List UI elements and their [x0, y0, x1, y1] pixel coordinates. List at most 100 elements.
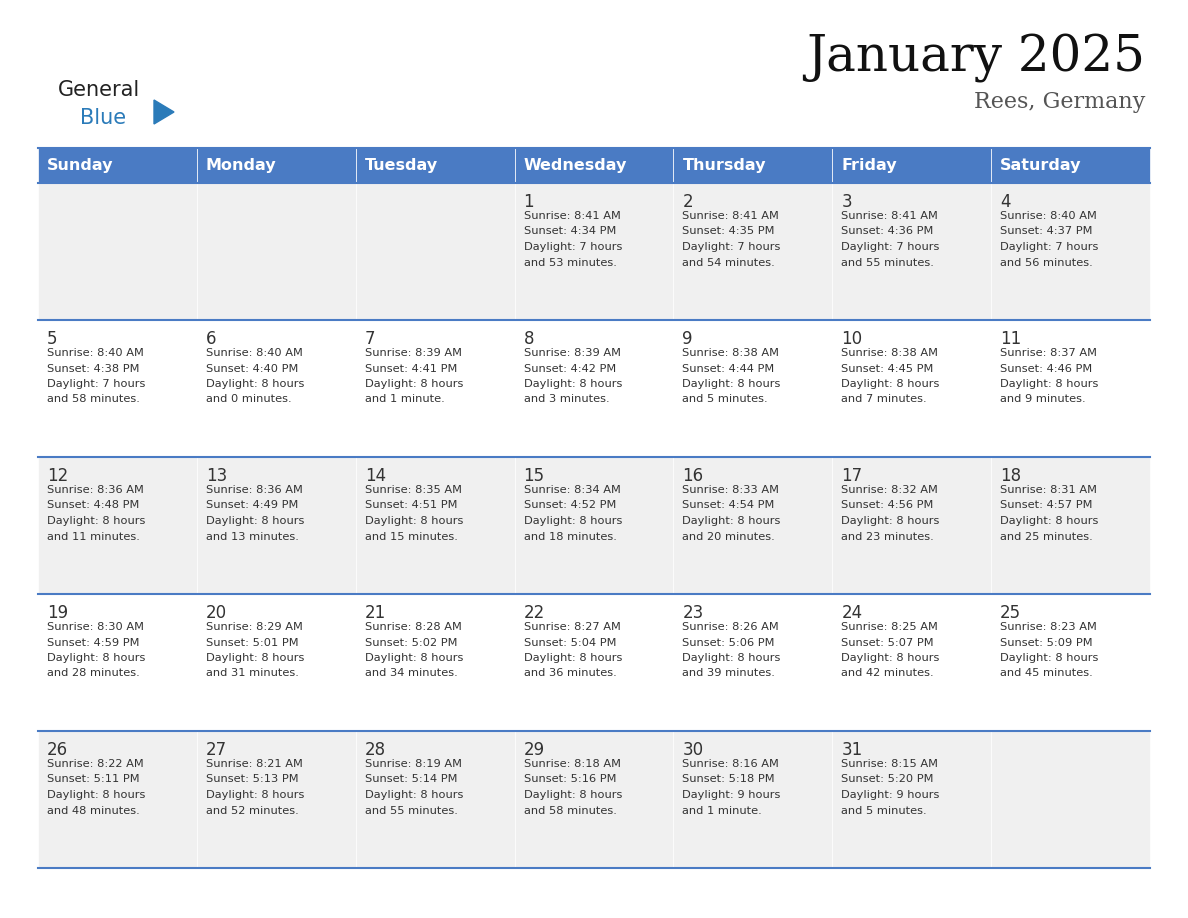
Text: Sunrise: 8:19 AM: Sunrise: 8:19 AM: [365, 759, 462, 769]
Bar: [991, 183, 1150, 320]
Text: Sunset: 4:52 PM: Sunset: 4:52 PM: [524, 500, 615, 510]
Text: Sunrise: 8:41 AM: Sunrise: 8:41 AM: [524, 211, 620, 221]
Bar: [991, 457, 1150, 594]
Text: Daylight: 8 hours: Daylight: 8 hours: [48, 790, 145, 800]
Text: and 36 minutes.: and 36 minutes.: [524, 668, 617, 678]
Text: Sunset: 5:01 PM: Sunset: 5:01 PM: [206, 637, 298, 647]
Bar: [674, 183, 833, 320]
Text: Sunset: 5:06 PM: Sunset: 5:06 PM: [682, 637, 775, 647]
Text: and 23 minutes.: and 23 minutes.: [841, 532, 934, 542]
Text: Daylight: 8 hours: Daylight: 8 hours: [682, 516, 781, 526]
Text: 27: 27: [206, 741, 227, 759]
Text: Sunrise: 8:36 AM: Sunrise: 8:36 AM: [206, 485, 303, 495]
Text: Daylight: 8 hours: Daylight: 8 hours: [524, 379, 623, 389]
Text: Friday: Friday: [841, 158, 897, 173]
Text: and 53 minutes.: and 53 minutes.: [524, 258, 617, 267]
Text: 14: 14: [365, 467, 386, 485]
Text: General: General: [58, 80, 140, 100]
Text: Sunset: 4:45 PM: Sunset: 4:45 PM: [841, 364, 934, 374]
Text: Daylight: 8 hours: Daylight: 8 hours: [841, 379, 940, 389]
Text: 17: 17: [841, 467, 862, 485]
Text: Daylight: 8 hours: Daylight: 8 hours: [1000, 653, 1099, 663]
Bar: [991, 731, 1150, 868]
Text: and 25 minutes.: and 25 minutes.: [1000, 532, 1093, 542]
Text: Daylight: 8 hours: Daylight: 8 hours: [206, 790, 304, 800]
Text: Daylight: 7 hours: Daylight: 7 hours: [1000, 242, 1099, 252]
Text: Sunset: 5:14 PM: Sunset: 5:14 PM: [365, 775, 457, 785]
Bar: [355, 594, 514, 731]
Bar: [197, 457, 355, 594]
Text: 29: 29: [524, 741, 544, 759]
Bar: [38, 731, 197, 868]
Text: Sunrise: 8:38 AM: Sunrise: 8:38 AM: [682, 348, 779, 358]
Bar: [514, 594, 674, 731]
Text: Sunrise: 8:18 AM: Sunrise: 8:18 AM: [524, 759, 620, 769]
Text: and 5 minutes.: and 5 minutes.: [682, 395, 769, 405]
Text: Tuesday: Tuesday: [365, 158, 438, 173]
Text: and 55 minutes.: and 55 minutes.: [365, 805, 457, 815]
Bar: [674, 148, 833, 183]
Text: Sunrise: 8:28 AM: Sunrise: 8:28 AM: [365, 622, 462, 632]
Text: Sunrise: 8:39 AM: Sunrise: 8:39 AM: [524, 348, 620, 358]
Text: Daylight: 8 hours: Daylight: 8 hours: [1000, 379, 1099, 389]
Text: and 58 minutes.: and 58 minutes.: [48, 395, 140, 405]
Text: Sunrise: 8:23 AM: Sunrise: 8:23 AM: [1000, 622, 1097, 632]
Text: Sunset: 4:34 PM: Sunset: 4:34 PM: [524, 227, 615, 237]
Text: and 31 minutes.: and 31 minutes.: [206, 668, 298, 678]
Text: Wednesday: Wednesday: [524, 158, 627, 173]
Text: 18: 18: [1000, 467, 1022, 485]
Text: Sunrise: 8:15 AM: Sunrise: 8:15 AM: [841, 759, 939, 769]
Text: Sunset: 4:56 PM: Sunset: 4:56 PM: [841, 500, 934, 510]
Text: 9: 9: [682, 330, 693, 348]
Text: 8: 8: [524, 330, 535, 348]
Bar: [355, 731, 514, 868]
Text: Sunrise: 8:34 AM: Sunrise: 8:34 AM: [524, 485, 620, 495]
Text: and 58 minutes.: and 58 minutes.: [524, 805, 617, 815]
Text: 28: 28: [365, 741, 386, 759]
Text: Daylight: 8 hours: Daylight: 8 hours: [206, 653, 304, 663]
Text: 10: 10: [841, 330, 862, 348]
Text: Daylight: 7 hours: Daylight: 7 hours: [682, 242, 781, 252]
Text: Sunset: 4:38 PM: Sunset: 4:38 PM: [48, 364, 139, 374]
Text: Sunrise: 8:16 AM: Sunrise: 8:16 AM: [682, 759, 779, 769]
Text: 26: 26: [48, 741, 68, 759]
Bar: [674, 320, 833, 457]
Bar: [38, 148, 197, 183]
Bar: [38, 457, 197, 594]
Text: 4: 4: [1000, 193, 1011, 211]
Bar: [38, 183, 197, 320]
Text: and 39 minutes.: and 39 minutes.: [682, 668, 776, 678]
Bar: [674, 457, 833, 594]
Text: Daylight: 7 hours: Daylight: 7 hours: [524, 242, 623, 252]
Text: 6: 6: [206, 330, 216, 348]
Text: Sunset: 4:51 PM: Sunset: 4:51 PM: [365, 500, 457, 510]
Text: Sunrise: 8:26 AM: Sunrise: 8:26 AM: [682, 622, 779, 632]
Bar: [38, 320, 197, 457]
Text: Sunrise: 8:40 AM: Sunrise: 8:40 AM: [206, 348, 303, 358]
Text: Sunset: 4:54 PM: Sunset: 4:54 PM: [682, 500, 775, 510]
Text: Sunset: 4:44 PM: Sunset: 4:44 PM: [682, 364, 775, 374]
Text: Daylight: 8 hours: Daylight: 8 hours: [524, 653, 623, 663]
Text: 25: 25: [1000, 604, 1022, 622]
Text: Sunrise: 8:33 AM: Sunrise: 8:33 AM: [682, 485, 779, 495]
Bar: [197, 148, 355, 183]
Text: 12: 12: [48, 467, 68, 485]
Text: 2: 2: [682, 193, 693, 211]
Text: Sunrise: 8:32 AM: Sunrise: 8:32 AM: [841, 485, 939, 495]
Text: Sunset: 4:41 PM: Sunset: 4:41 PM: [365, 364, 457, 374]
Bar: [38, 594, 197, 731]
Text: Daylight: 7 hours: Daylight: 7 hours: [841, 242, 940, 252]
Text: Saturday: Saturday: [1000, 158, 1081, 173]
Bar: [514, 320, 674, 457]
Text: Daylight: 9 hours: Daylight: 9 hours: [841, 790, 940, 800]
Bar: [833, 457, 991, 594]
Text: and 42 minutes.: and 42 minutes.: [841, 668, 934, 678]
Text: Daylight: 8 hours: Daylight: 8 hours: [48, 653, 145, 663]
Text: Sunrise: 8:39 AM: Sunrise: 8:39 AM: [365, 348, 462, 358]
Polygon shape: [154, 100, 173, 124]
Bar: [514, 148, 674, 183]
Bar: [514, 457, 674, 594]
Text: and 56 minutes.: and 56 minutes.: [1000, 258, 1093, 267]
Text: Sunset: 5:02 PM: Sunset: 5:02 PM: [365, 637, 457, 647]
Text: and 3 minutes.: and 3 minutes.: [524, 395, 609, 405]
